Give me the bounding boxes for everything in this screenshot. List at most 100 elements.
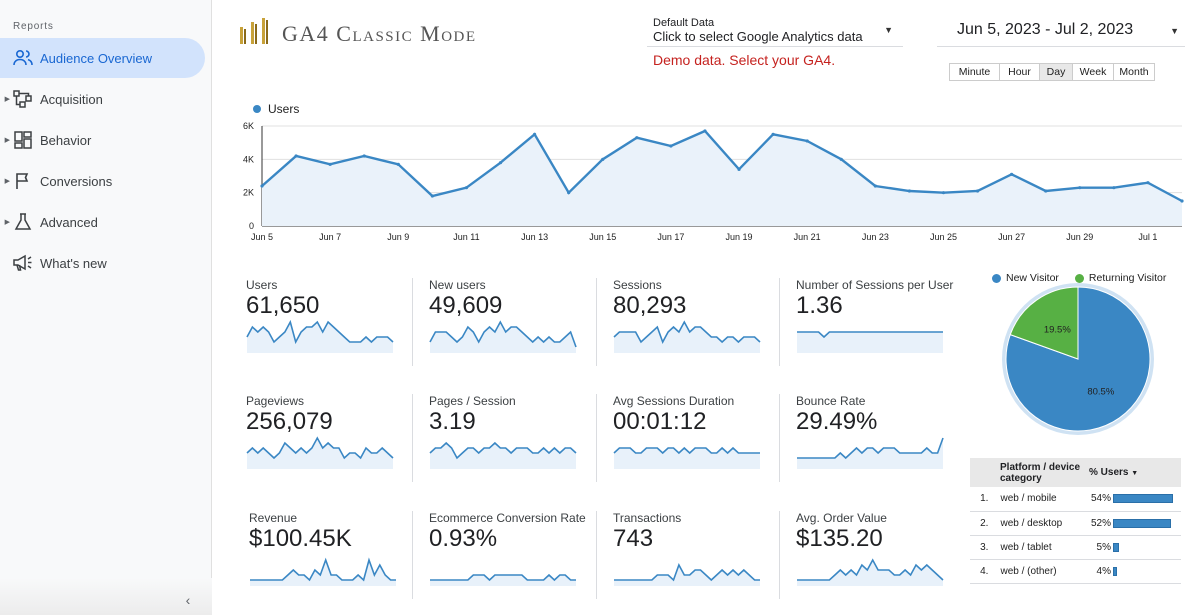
row-bar-cell — [1113, 511, 1181, 536]
table-row[interactable]: 1. web / mobile 54% — [970, 487, 1181, 512]
x-tick-label: Jun 11 — [453, 232, 479, 242]
kpi-sparkline — [797, 558, 944, 586]
behavior-icon — [12, 129, 34, 151]
table-row[interactable]: 2. web / desktop 52% — [970, 511, 1181, 536]
sparkline-area — [247, 322, 393, 353]
kpi-value: 29.49% — [796, 408, 878, 435]
row-platform: web / desktop — [998, 511, 1086, 536]
kpi-value: $135.20 — [796, 525, 883, 552]
data-point — [1180, 199, 1184, 203]
legend-label: New Visitor — [1006, 272, 1059, 284]
kpi-label: Revenue — [249, 511, 298, 525]
sidebar: Reports Audience Overview ▶ Acquisition … — [0, 0, 212, 615]
kpi-sparkline — [614, 563, 760, 586]
kpi-card-avg-order-value[interactable]: Avg. Order Value $135.20 — [796, 511, 956, 615]
x-tick-label: Jun 21 — [794, 232, 821, 242]
date-range-picker[interactable]: Jun 5, 2023 - Jul 2, 2023 ▼ — [937, 12, 1185, 47]
table-header-row: Platform / device category % Users ▼ — [970, 458, 1181, 487]
sidebar-item-conversions[interactable]: ▶ Conversions — [0, 161, 205, 201]
granularity-day-button[interactable]: Day — [1040, 64, 1073, 80]
y-tick-label: 2K — [243, 188, 254, 198]
data-point — [975, 189, 980, 193]
kpi-card-pages-session[interactable]: Pages / Session 3.19 — [429, 394, 589, 504]
data-point — [260, 184, 264, 188]
kpi-card-new-users[interactable]: New users 49,609 — [429, 278, 589, 388]
row-platform: web / (other) — [998, 559, 1086, 584]
demo-data-notice: Demo data. Select your GA4. — [653, 52, 836, 68]
kpi-value: 256,079 — [246, 408, 333, 435]
y-tick-label: 0 — [249, 221, 254, 231]
table-row[interactable]: 3. web / tablet 5% — [970, 535, 1181, 560]
pie-slice-label: 80.5% — [1087, 386, 1114, 397]
granularity-hour-button[interactable]: Hour — [1000, 64, 1040, 80]
kpi-card-ecommerce-conversion-rate[interactable]: Ecommerce Conversion Rate 0.93% — [429, 511, 589, 615]
sparkline-line — [430, 573, 576, 582]
data-source-caption: Default Data — [653, 17, 715, 29]
sidebar-item-whats-new[interactable]: What's new — [0, 243, 205, 283]
sidebar-item-acquisition[interactable]: ▶ Acquisition — [0, 79, 205, 119]
table-row[interactable]: 4. web / (other) 4% — [970, 559, 1181, 584]
granularity-month-button[interactable]: Month — [1114, 64, 1154, 80]
kpi-label: Ecommerce Conversion Rate — [429, 511, 586, 525]
sidebar-item-behavior[interactable]: ▶ Behavior — [0, 120, 205, 160]
granularity-week-button[interactable]: Week — [1073, 64, 1114, 80]
dropdown-arrow-icon: ▼ — [884, 25, 893, 35]
data-point — [873, 184, 877, 188]
sparkline-area — [614, 322, 760, 353]
kpi-card-bounce-rate[interactable]: Bounce Rate 29.49% — [796, 394, 956, 504]
data-point — [532, 132, 537, 136]
data-point — [294, 154, 298, 158]
chevron-left-icon[interactable]: ‹ — [185, 592, 191, 608]
legend-item-returning-visitor: Returning Visitor — [1074, 272, 1166, 284]
kpi-value: 3.19 — [429, 408, 476, 435]
kpi-label: Users — [246, 278, 278, 292]
kpi-card-pageviews[interactable]: Pageviews 256,079 — [246, 394, 406, 504]
users-line-chart: 0 2K 4K 6K Jun 5 Jun 7 Jun 9 Jun 11 Jun 13 Jun 15… — [243, 121, 1184, 242]
kpi-card-revenue[interactable]: Revenue $100.45K — [249, 511, 409, 615]
row-percent: 52% — [1086, 511, 1113, 536]
kpi-label: Avg. Order Value — [796, 511, 887, 525]
kpi-card-users[interactable]: Users 61,650 — [246, 278, 406, 388]
pie-slice-label: 19.5% — [1044, 325, 1071, 336]
kpi-value: 61,650 — [246, 292, 320, 319]
sort-desc-icon: ▼ — [1131, 469, 1139, 477]
kpi-card-transactions[interactable]: Transactions 743 — [613, 511, 773, 615]
sidebar-item-advanced[interactable]: ▶ Advanced — [0, 202, 205, 242]
data-point — [907, 189, 912, 193]
sparkline-line — [613, 446, 760, 455]
pie-slice-returning-visitor — [1009, 286, 1079, 360]
kpi-card-sessions[interactable]: Sessions 80,293 — [613, 278, 773, 388]
kpi-sparkline — [797, 331, 943, 353]
kpi-label: Pages / Session — [429, 394, 516, 408]
sparkline-line — [429, 320, 577, 348]
row-bar — [1113, 518, 1171, 528]
sparkline-line — [797, 558, 944, 581]
sidebar-item-label: Conversions — [40, 173, 113, 189]
sparkline-line — [797, 331, 943, 339]
kpi-card-number-of-sessions-per-user[interactable]: Number of Sessions per User 1.36 — [796, 278, 956, 388]
kpi-divider — [779, 278, 780, 366]
sparkline-line — [797, 437, 944, 460]
data-point — [1010, 172, 1014, 176]
data-source-select[interactable]: Default Data Click to select Google Anal… — [647, 12, 903, 47]
y-tick-label: 6K — [243, 121, 254, 131]
data-point — [567, 191, 571, 195]
kpi-label: Transactions — [613, 511, 682, 525]
kpi-card-avg-sessions-duration[interactable]: Avg Sessions Duration 00:01:12 — [613, 394, 773, 504]
granularity-minute-button[interactable]: Minute — [950, 64, 1000, 80]
row-platform: web / tablet — [998, 535, 1086, 560]
sidebar-item-label: Behavior — [40, 132, 92, 148]
row-bar-cell — [1113, 487, 1181, 512]
sparkline-line — [613, 320, 761, 344]
sidebar-item-audience-overview[interactable]: Audience Overview — [0, 38, 205, 78]
sparkline-line — [246, 436, 394, 460]
sparkline-area — [614, 448, 760, 469]
kpi-sparkline — [797, 437, 944, 469]
data-point — [328, 162, 332, 166]
row-percent: 4% — [1086, 559, 1113, 584]
x-tick-label: Jun 19 — [726, 232, 753, 242]
column-header-users[interactable]: % Users ▼ — [1086, 458, 1181, 487]
column-header-platform[interactable]: Platform / device category — [970, 458, 1086, 487]
x-tick-label: Jun 25 — [930, 232, 957, 242]
sidebar-section-label: Reports — [13, 21, 54, 32]
